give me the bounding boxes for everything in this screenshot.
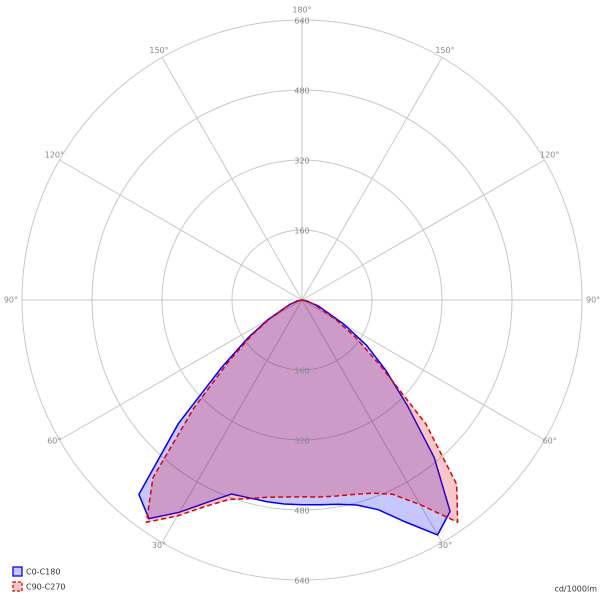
series-area <box>138 299 451 536</box>
angle-tick-label: 60° <box>543 437 557 446</box>
grid-spoke <box>59 159 303 301</box>
r-tick-label: 480 <box>294 507 309 516</box>
r-tick-label: 640 <box>294 577 309 586</box>
angle-tick-label: 60° <box>47 437 61 446</box>
angle-tick-label: 120° <box>540 151 559 160</box>
grid-spoke <box>301 159 545 301</box>
angle-tick-label: 30° <box>438 541 452 550</box>
grid-spoke <box>161 57 303 301</box>
grid-spoke <box>301 299 443 543</box>
r-tick-label: 320 <box>294 437 309 446</box>
angle-tick-label: 30° <box>152 541 166 550</box>
legend-label: C0-C180 <box>26 568 60 577</box>
r-tick-label: 640 <box>294 17 309 26</box>
series-area <box>145 299 459 524</box>
units-label: cd/1000lm <box>554 585 597 594</box>
angle-tick-label: 150° <box>435 46 454 55</box>
r-tick-label: 160 <box>294 367 309 376</box>
angle-tick-label: 90° <box>586 296 600 305</box>
r-tick-label: 320 <box>294 157 309 166</box>
angle-tick-label: 180° <box>292 6 311 15</box>
legend-swatch <box>12 581 23 592</box>
grid-spoke <box>59 299 303 441</box>
r-tick-label: 480 <box>294 87 309 96</box>
grid-spoke <box>161 299 303 543</box>
grid-spoke <box>301 57 443 301</box>
r-tick-label: 160 <box>294 227 309 236</box>
legend-label: C90-C270 <box>26 583 66 592</box>
angle-tick-label: 90° <box>4 296 18 305</box>
legend-swatch <box>12 566 23 577</box>
angle-tick-label: 150° <box>149 46 168 55</box>
angle-tick-label: 120° <box>45 151 64 160</box>
